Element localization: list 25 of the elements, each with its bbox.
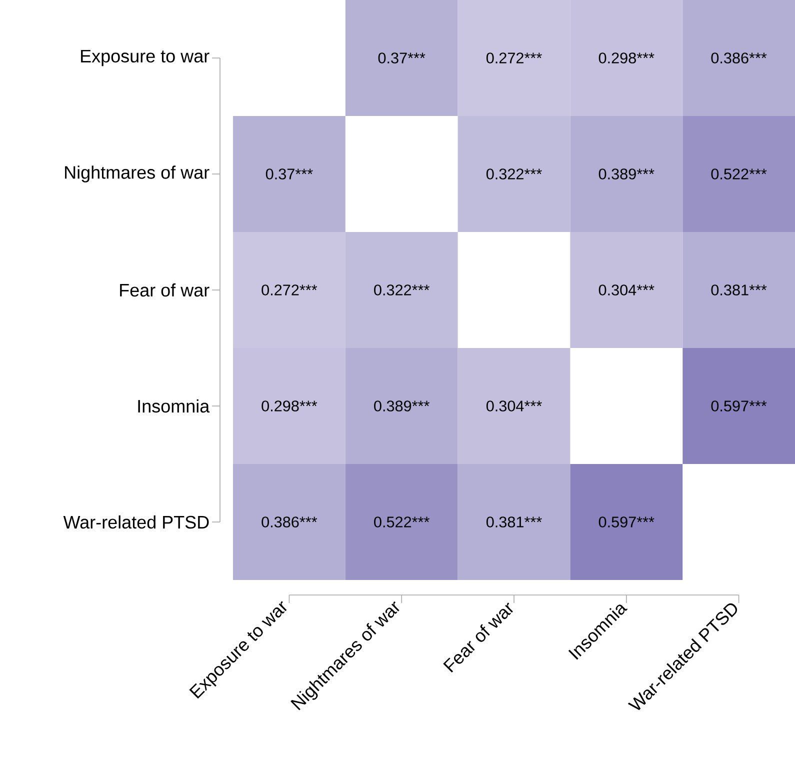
data-label: 0.386***: [711, 52, 767, 64]
data-label: 0.522***: [374, 516, 430, 528]
data-label: 0.322***: [374, 284, 430, 296]
data-label: 0.597***: [598, 516, 654, 528]
data-label: 0.37***: [378, 52, 426, 64]
data-label: 0.304***: [598, 284, 654, 296]
y-tick-label: Exposure to war: [81, 50, 210, 66]
data-label: 0.597***: [711, 400, 767, 412]
data-label: 0.522***: [711, 168, 767, 180]
data-label: 0.304***: [486, 400, 542, 412]
y-tick-label: Fear of war: [120, 283, 210, 297]
data-label: 0.37***: [266, 168, 313, 180]
data-label: 0.272***: [486, 52, 542, 64]
y-tick-label: Insomnia: [138, 399, 210, 413]
data-label: 0.298***: [598, 52, 654, 64]
data-label: 0.322***: [486, 168, 542, 180]
data-label: 0.381***: [486, 516, 542, 528]
y-tick-label: Nightmares of war: [65, 166, 210, 182]
data-label: 0.272***: [262, 284, 318, 296]
data-label: 0.386***: [262, 516, 318, 528]
data-label: 0.389***: [598, 168, 654, 180]
y-tick-label: War-related PTSD: [63, 515, 209, 529]
data-label: 0.389***: [374, 400, 430, 412]
data-label: 0.381***: [711, 284, 767, 296]
data-label: 0.298***: [262, 400, 318, 412]
